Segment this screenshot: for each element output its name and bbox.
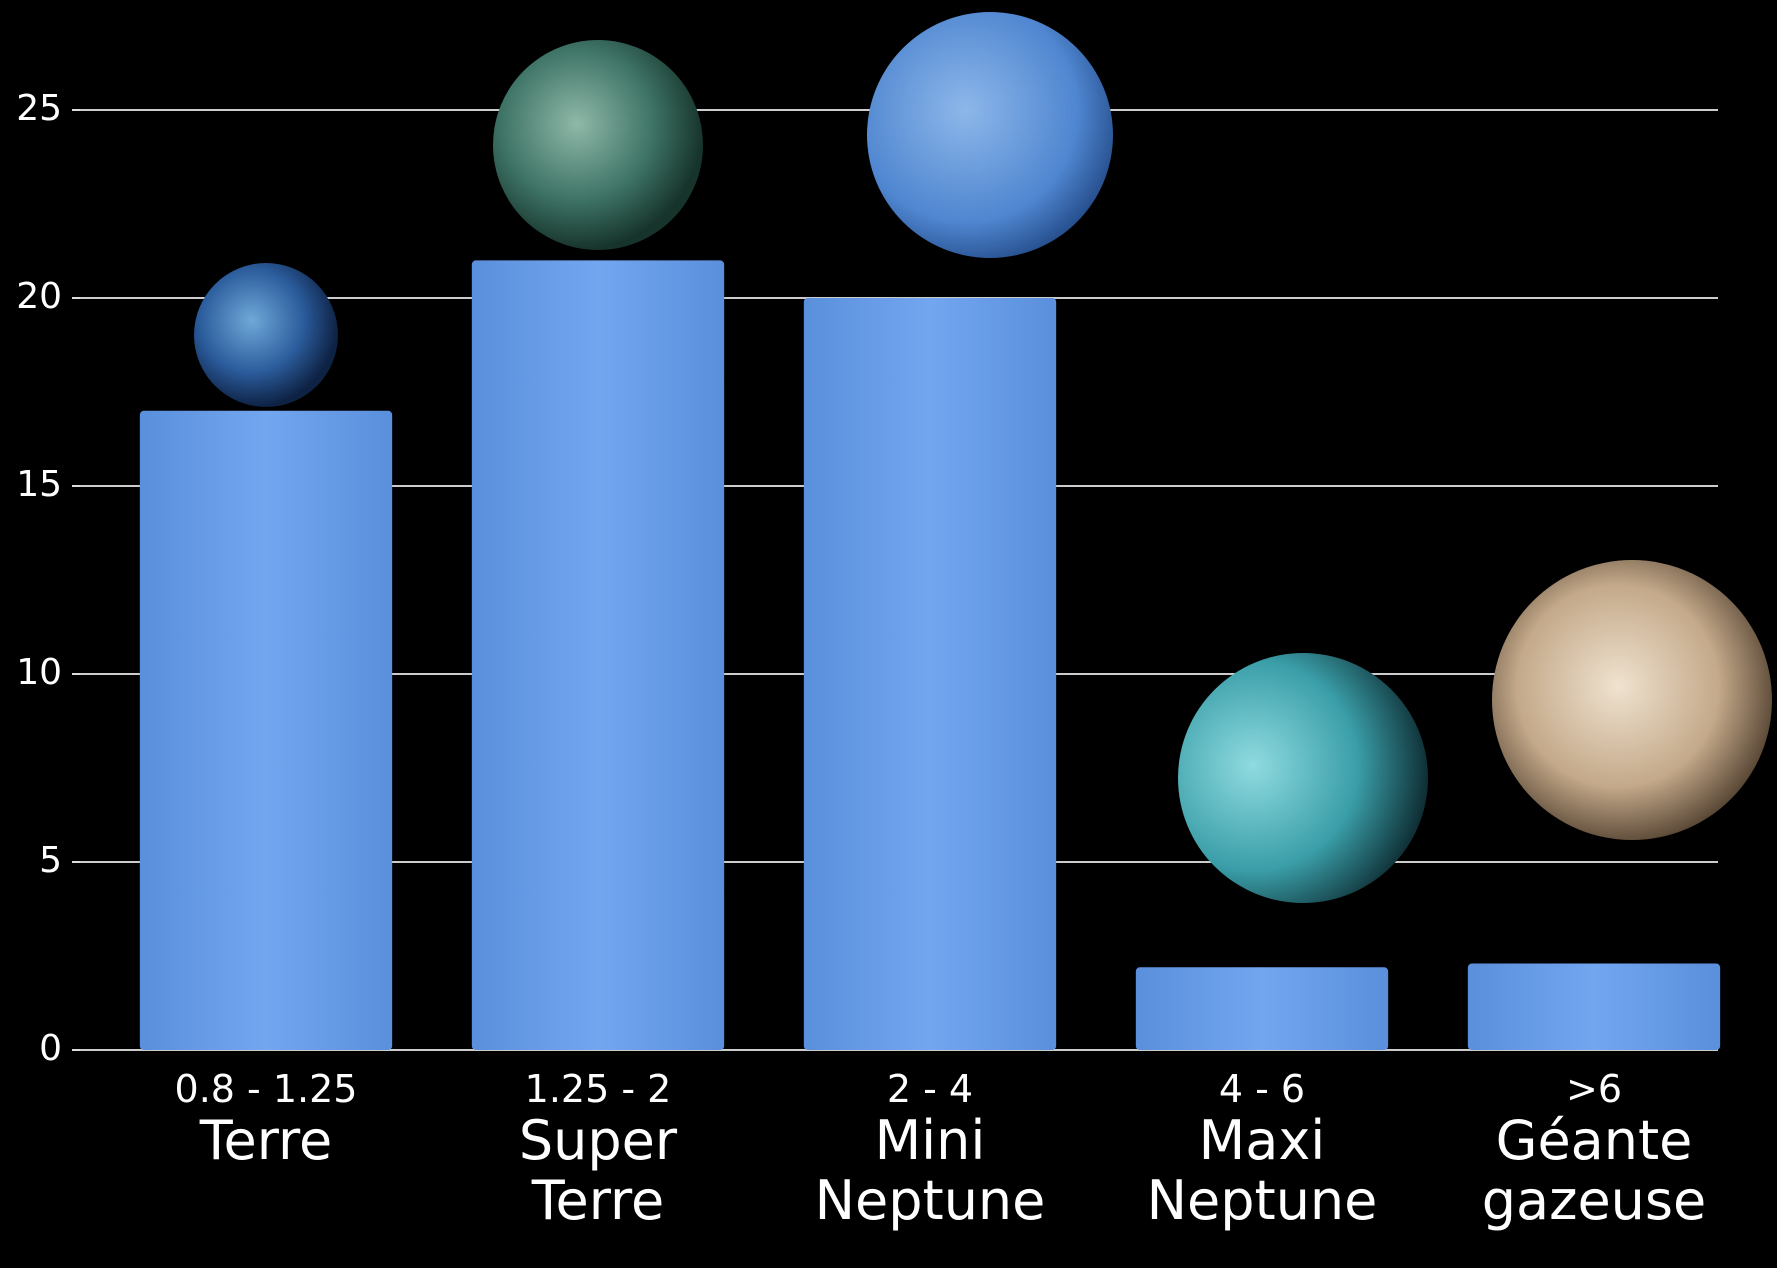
x-range-label: >6 bbox=[1565, 1067, 1623, 1111]
x-tick-label: Super Terre bbox=[518, 1108, 678, 1233]
x-range-label: 2 - 4 bbox=[886, 1067, 974, 1111]
x-label: >6 Géante gazeuse bbox=[1444, 1068, 1744, 1231]
planet-earth bbox=[194, 263, 338, 407]
planet-neptune bbox=[867, 12, 1113, 258]
bar bbox=[139, 410, 393, 1050]
bar bbox=[1135, 967, 1389, 1050]
bars bbox=[139, 260, 1721, 1050]
y-tick-label: 0 bbox=[39, 1028, 62, 1069]
x-tick-label: Maxi Neptune bbox=[1146, 1108, 1378, 1233]
bar bbox=[471, 260, 725, 1050]
x-tick-label: Terre bbox=[199, 1108, 333, 1172]
bar bbox=[803, 298, 1057, 1050]
x-label: 0.8 - 1.25 Terre bbox=[116, 1068, 416, 1171]
y-tick-label: 10 bbox=[16, 652, 62, 693]
x-label: 2 - 4 Mini Neptune bbox=[780, 1068, 1080, 1231]
x-range-label: 0.8 - 1.25 bbox=[174, 1067, 358, 1111]
x-tick-label: Géante gazeuse bbox=[1481, 1108, 1707, 1233]
y-tick-label: 25 bbox=[16, 88, 62, 129]
x-label: 4 - 6 Maxi Neptune bbox=[1112, 1068, 1412, 1231]
x-range-label: 1.25 - 2 bbox=[524, 1067, 672, 1111]
y-tick-label: 5 bbox=[39, 840, 62, 881]
bar bbox=[1467, 963, 1721, 1050]
planets bbox=[194, 12, 1772, 903]
x-tick-label: Mini Neptune bbox=[814, 1108, 1046, 1233]
planet-super-earth bbox=[493, 40, 703, 250]
x-range-label: 4 - 6 bbox=[1218, 1067, 1306, 1111]
planet-jupiter bbox=[1492, 560, 1772, 840]
x-label: 1.25 - 2 Super Terre bbox=[448, 1068, 748, 1231]
planet-maxi-neptune bbox=[1178, 653, 1428, 903]
y-tick-label: 20 bbox=[16, 276, 62, 317]
y-tick-label: 15 bbox=[16, 464, 62, 505]
